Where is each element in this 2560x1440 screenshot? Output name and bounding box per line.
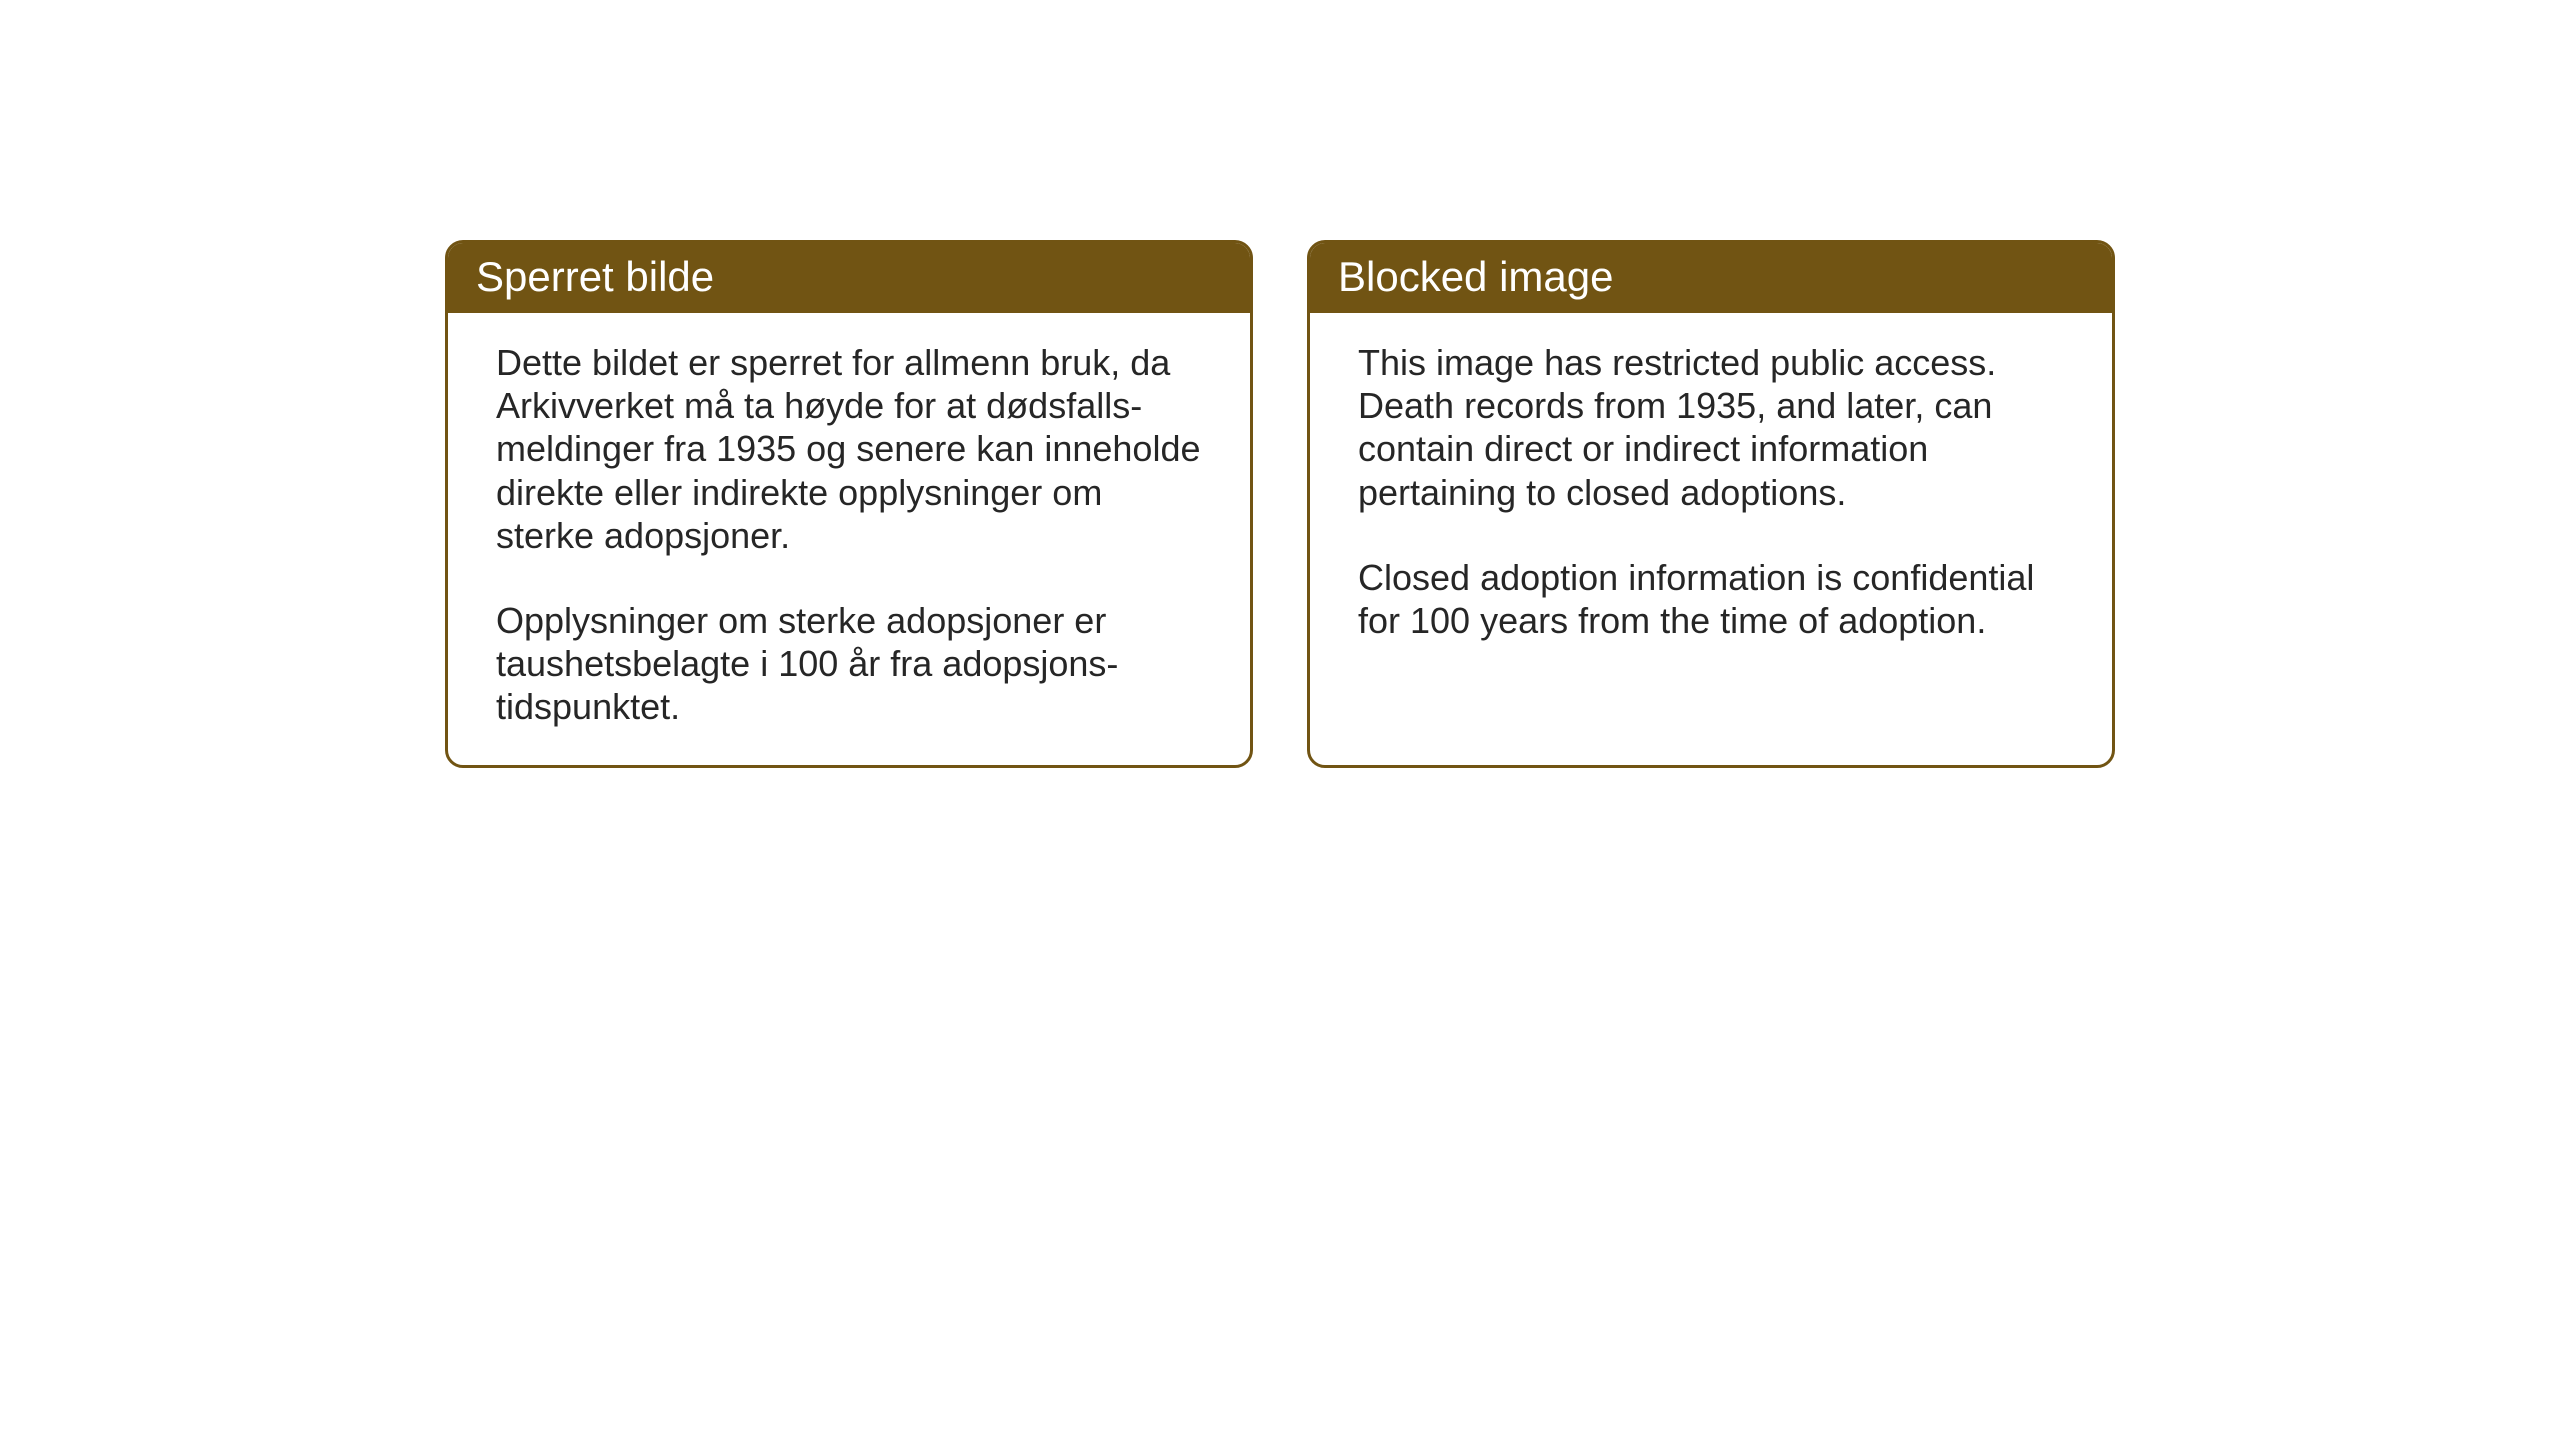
card-header-english: Blocked image [1310, 243, 2112, 313]
card-paragraph-norwegian-2: Opplysninger om sterke adopsjoner er tau… [496, 599, 1202, 729]
card-paragraph-norwegian-1: Dette bildet er sperret for allmenn bruk… [496, 341, 1202, 557]
card-title-norwegian: Sperret bilde [476, 253, 714, 300]
notice-card-english: Blocked image This image has restricted … [1307, 240, 2115, 768]
card-paragraph-english-1: This image has restricted public access.… [1358, 341, 2064, 514]
card-header-norwegian: Sperret bilde [448, 243, 1250, 313]
card-paragraph-english-2: Closed adoption information is confident… [1358, 556, 2064, 642]
card-body-english: This image has restricted public access.… [1310, 313, 2112, 765]
card-body-norwegian: Dette bildet er sperret for allmenn bruk… [448, 313, 1250, 765]
notice-card-norwegian: Sperret bilde Dette bildet er sperret fo… [445, 240, 1253, 768]
card-title-english: Blocked image [1338, 253, 1613, 300]
notice-cards-container: Sperret bilde Dette bildet er sperret fo… [445, 240, 2115, 768]
